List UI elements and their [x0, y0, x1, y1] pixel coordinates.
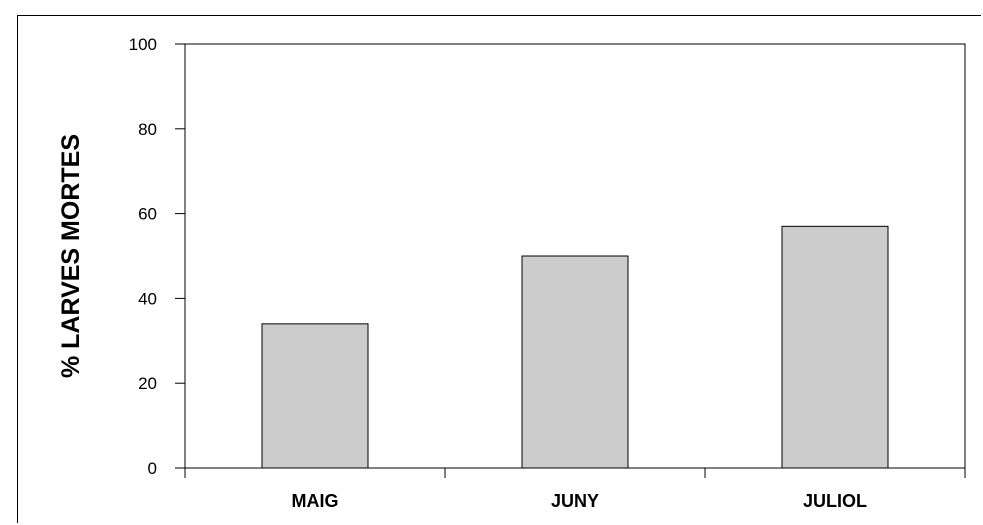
y-tick-label: 80	[138, 120, 157, 139]
x-axis-ticks: MAIG JUNY JULIOL	[184, 468, 966, 511]
bar-maig	[261, 323, 369, 469]
y-tick-label: 20	[138, 374, 157, 393]
x-category-label: JUNY	[551, 491, 599, 511]
x-category-label: MAIG	[292, 491, 339, 511]
bars	[261, 225, 889, 469]
y-axis-title: % LARVES MORTES	[57, 134, 85, 378]
y-tick-label: 60	[138, 205, 157, 224]
chart-frame	[17, 15, 981, 523]
bar-juny	[521, 255, 629, 469]
y-tick-label: 40	[138, 289, 157, 308]
y-tick-label: 0	[148, 459, 157, 478]
y-tick-label: 100	[129, 35, 157, 54]
x-category-label: JULIOL	[803, 491, 867, 511]
bar-juliol	[781, 225, 889, 469]
y-axis-ticks: 0 20 40 60 80 100	[129, 35, 185, 478]
